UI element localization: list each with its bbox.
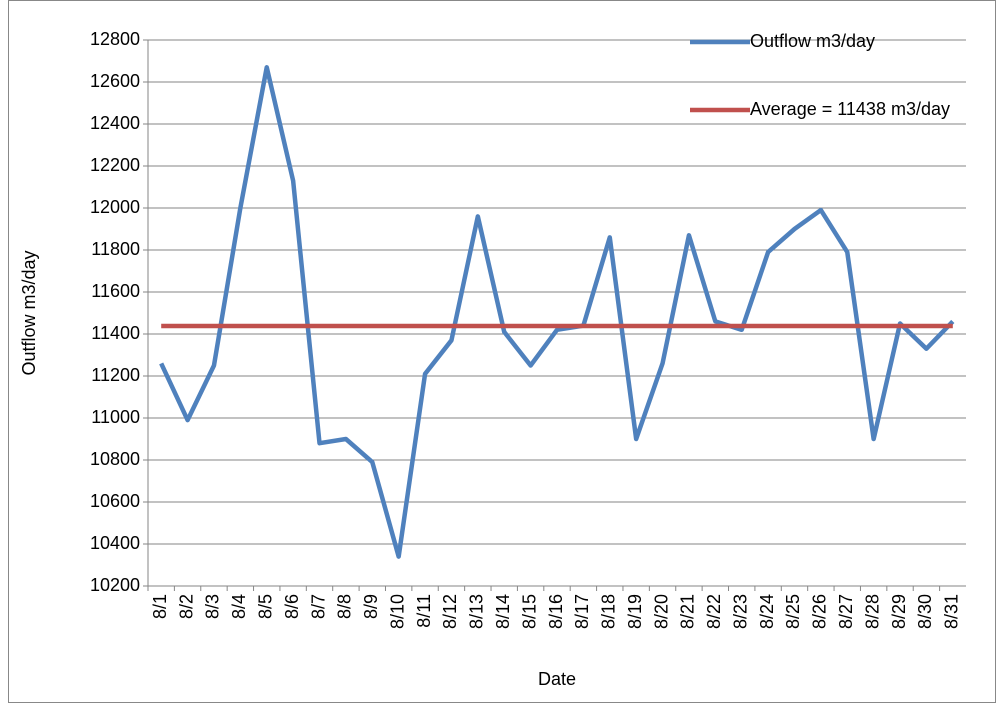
x-tick-label: 8/10	[387, 594, 407, 629]
x-tick-label: 8/27	[836, 594, 856, 629]
x-tick-label: 8/23	[730, 594, 750, 629]
x-tick-label: 8/18	[599, 594, 619, 629]
y-tick-label: 11600	[91, 281, 140, 301]
x-tick-label: 8/15	[519, 594, 539, 629]
x-tick-label: 8/7	[308, 594, 328, 619]
y-tick-label: 12400	[90, 113, 140, 133]
x-tick-label: 8/1	[150, 594, 170, 619]
y-tick-label: 10600	[90, 491, 140, 511]
x-tick-label: 8/28	[862, 594, 882, 629]
x-tick-label: 8/31	[942, 594, 962, 629]
y-tick-label: 10200	[90, 575, 140, 595]
y-tick-label: 10400	[90, 533, 140, 553]
series-line	[159, 65, 955, 559]
x-tick-label: 8/19	[625, 594, 645, 629]
x-tick-label: 8/26	[810, 594, 830, 629]
x-tick-label: 8/13	[467, 594, 487, 629]
x-tick-label: 8/24	[757, 594, 777, 629]
y-tick-label: 10800	[90, 449, 140, 469]
y-tick-label: 12600	[90, 71, 140, 91]
x-tick-label: 8/20	[651, 594, 671, 629]
y-tick-label: 11800	[91, 239, 140, 259]
x-tick-label: 8/29	[889, 594, 909, 629]
y-tick-label: 11200	[91, 365, 140, 385]
x-tick-label: 8/3	[203, 594, 223, 619]
x-tick-label: 8/14	[493, 594, 513, 629]
x-tick-label: 8/25	[783, 594, 803, 629]
x-tick-label: 8/2	[176, 594, 196, 619]
legend-label: Outflow m3/day	[750, 31, 875, 51]
x-tick-label: 8/17	[572, 594, 592, 629]
y-axis-label: Outflow m3/day	[19, 250, 39, 375]
y-tick-label: 11000	[91, 407, 140, 427]
x-tick-label: 8/11	[414, 594, 434, 628]
x-tick-label: 8/30	[915, 594, 935, 629]
x-tick-label: 8/8	[335, 594, 355, 619]
x-tick-label: 8/5	[255, 594, 275, 619]
x-tick-label: 8/16	[546, 594, 566, 629]
y-tick-label: 11400	[91, 323, 140, 343]
x-tick-label: 8/6	[282, 594, 302, 619]
y-tick-label: 12000	[90, 197, 140, 217]
x-tick-label: 8/4	[229, 594, 249, 619]
x-tick-label: 8/12	[440, 594, 460, 629]
x-tick-label: 8/9	[361, 594, 381, 619]
x-axis-label: Date	[538, 669, 576, 689]
x-tick-label: 8/21	[678, 594, 698, 629]
chart-border	[8, 0, 996, 703]
x-tick-label: 8/22	[704, 594, 724, 629]
y-tick-label: 12800	[90, 29, 140, 49]
legend-label: Average = 11438 m3/day	[750, 99, 950, 119]
y-tick-label: 12200	[90, 155, 140, 175]
